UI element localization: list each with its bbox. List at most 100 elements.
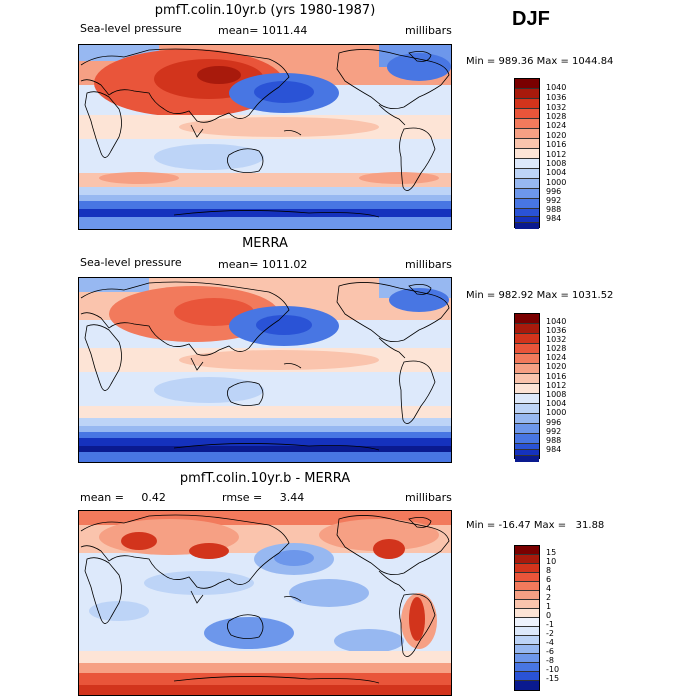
variable-label: Sea-level pressure (80, 256, 182, 269)
colorbar-segment (515, 99, 539, 109)
units-label: millibars (405, 24, 452, 37)
colorbar-tick: 984 (546, 214, 562, 223)
colorbar-tick: -10 (546, 665, 560, 674)
colorbar-tick: 984 (546, 445, 562, 454)
colorbar-segment (515, 450, 539, 456)
colorbar-tick: 1024 (546, 121, 567, 130)
mean-label: mean = 0.42 (80, 491, 166, 504)
panel-title: pmfT.colin.10yr.b (yrs 1980-1987) (154, 3, 376, 18)
colorbar-segment (515, 591, 539, 600)
colorbar-tick: 0 (546, 611, 552, 620)
colorbar-segment (515, 404, 539, 414)
colorbar-segment (515, 199, 539, 209)
colorbar-segment (515, 414, 539, 424)
colorbar-tick: 1008 (546, 390, 567, 399)
colorbar-tick: 996 (546, 187, 562, 196)
colorbar-tick: -8 (546, 656, 554, 665)
sea-level-pressure-map (78, 44, 452, 230)
colorbar-tick: 996 (546, 418, 562, 427)
map-plot (79, 45, 451, 229)
colorbar-segment (515, 159, 539, 169)
colorbar-tick: 1020 (546, 362, 567, 371)
colorbar-segment (515, 374, 539, 384)
colorbar (514, 78, 540, 229)
colorbar-tick: 1016 (546, 140, 567, 149)
colorbar-tick: 1040 (546, 317, 567, 326)
colorbar-segment (515, 672, 539, 681)
colorbar-segment (515, 636, 539, 645)
colorbar-tick: 1012 (546, 381, 567, 390)
mean-label: mean= 1011.44 (218, 24, 308, 37)
rmse-label: rmse = 3.44 (222, 491, 305, 504)
colorbar-segment (515, 223, 539, 229)
colorbar-tick: 1016 (546, 372, 567, 381)
colorbar-segment (515, 573, 539, 582)
colorbar-tick: 1 (546, 602, 552, 611)
colorbar-segment (515, 139, 539, 149)
colorbar-tick: 1028 (546, 344, 567, 353)
colorbar-segment (515, 314, 539, 324)
colorbar-segment (515, 364, 539, 374)
colorbar-segment (515, 546, 539, 555)
colorbar-segment (515, 424, 539, 434)
map-plot (79, 278, 451, 462)
colorbar-segment (515, 564, 539, 573)
colorbar-segment (515, 582, 539, 591)
colorbar-segment (515, 189, 539, 199)
colorbar-tick: 1036 (546, 93, 567, 102)
colorbar-tick: 1012 (546, 150, 567, 159)
colorbar-tick: 15 (546, 548, 557, 557)
variable-label: Sea-level pressure (80, 22, 182, 35)
colorbar-segment (515, 645, 539, 654)
colorbar-segment (515, 119, 539, 129)
colorbar-segment (515, 354, 539, 364)
colorbar-segment (515, 654, 539, 663)
colorbar-tick: 4 (546, 584, 552, 593)
colorbar-segment (515, 149, 539, 159)
colorbar-segment (515, 609, 539, 618)
units-label: millibars (405, 258, 452, 271)
colorbar-tick: 992 (546, 196, 562, 205)
colorbar-tick: -4 (546, 638, 554, 647)
colorbar-tick: 1024 (546, 353, 567, 362)
colorbar-segment (515, 179, 539, 189)
colorbar-tick: -2 (546, 629, 554, 638)
colorbar-segment (515, 89, 539, 99)
colorbar-segment (515, 555, 539, 564)
colorbar-segment (515, 217, 539, 223)
colorbar-tick: 1008 (546, 159, 567, 168)
colorbar-segment (515, 324, 539, 334)
mean-label: mean= 1011.02 (218, 258, 308, 271)
colorbar-tick: 1032 (546, 335, 567, 344)
colorbar-tick: -1 (546, 620, 554, 629)
colorbar-segment (515, 209, 539, 217)
colorbar-tick: 992 (546, 427, 562, 436)
colorbar-segment (515, 394, 539, 404)
min-max-label: Min = 982.92 Max = 1031.52 (466, 290, 614, 301)
colorbar-tick: 1000 (546, 178, 567, 187)
colorbar-segment (515, 663, 539, 672)
colorbar-tick: 8 (546, 566, 552, 575)
colorbar-tick: 1028 (546, 112, 567, 121)
units-label: millibars (405, 491, 452, 504)
colorbar-tick: 1036 (546, 326, 567, 335)
colorbar-tick: 988 (546, 205, 562, 214)
colorbar-segment (515, 681, 539, 690)
colorbar-tick: -15 (546, 674, 560, 683)
colorbar-segment (515, 334, 539, 344)
colorbar-tick: 1004 (546, 399, 567, 408)
colorbar-segment (515, 444, 539, 450)
colorbar-segment (515, 618, 539, 627)
difference-map (78, 510, 452, 696)
colorbar-segment (515, 344, 539, 354)
colorbar-tick: 1020 (546, 131, 567, 140)
colorbar-tick: 988 (546, 436, 562, 445)
colorbar-segment (515, 434, 539, 444)
colorbar-segment (515, 169, 539, 179)
sea-level-pressure-map (78, 277, 452, 463)
colorbar-segment (515, 627, 539, 636)
colorbar-segment (515, 600, 539, 609)
colorbar-tick: 10 (546, 557, 557, 566)
panel-title: pmfT.colin.10yr.b - MERRA (179, 471, 351, 486)
colorbar (514, 313, 540, 462)
